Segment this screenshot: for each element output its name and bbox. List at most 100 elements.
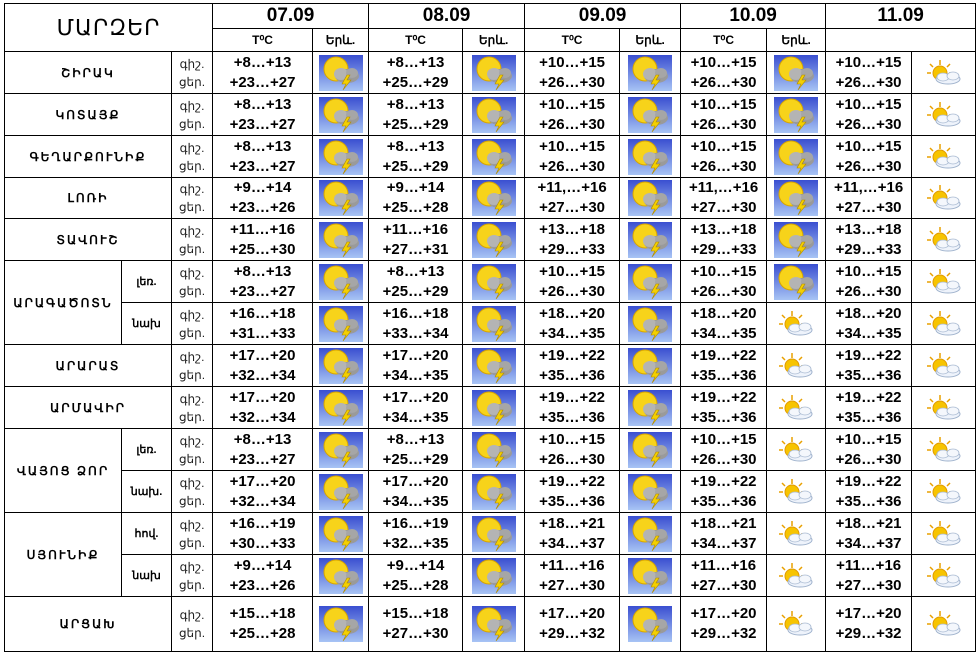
- night-temp: +11,…+16: [688, 179, 759, 196]
- weather-icon-cell: [312, 428, 370, 471]
- day-label: ցեր.: [178, 325, 206, 340]
- yerevan-column-header: Երև.: [312, 28, 370, 52]
- day-temp: +27…+31: [382, 240, 449, 258]
- day-temp: +33…+34: [382, 324, 449, 342]
- weather-icon-cell: [462, 51, 526, 94]
- night-temp: +16…+19: [382, 514, 449, 532]
- day-temp: +25…+29: [382, 115, 449, 133]
- table-row: ԿՈՏԱՅՔ գիշ. ցեր. +8…+13 +23…+27 +8…+13 +25…+29…: [4, 93, 977, 136]
- day-label: ցեր.: [178, 74, 206, 89]
- night-temp: +8…+13: [386, 430, 445, 448]
- date-header: 08.09: [368, 3, 526, 29]
- weather-icon-cell: [462, 512, 526, 555]
- thunderstorm-icon: [318, 515, 363, 552]
- night-label: գիշ.: [179, 56, 205, 71]
- day-temp: +35…+36: [835, 366, 902, 384]
- thunderstorm-icon: [471, 96, 516, 133]
- table-row: ԼՈՌԻ գիշ. ցեր. +9…+14 +23…+26 +9…+14 +25…+28 +1…: [4, 177, 977, 219]
- partly-cloudy-icon: [926, 478, 961, 503]
- temperature-cell: +8…+13 +23…+27: [212, 428, 314, 471]
- temperature-cell: +17…+20 +34…+35: [368, 386, 464, 429]
- temperature-cell: +8…+13 +25…+29: [368, 51, 464, 94]
- region-name: ԱՐԱՐԱՏ: [4, 344, 172, 387]
- night-temp: +18…+21: [539, 514, 605, 532]
- weather-icon-cell: [911, 512, 977, 555]
- day-temp: +23…+27: [229, 73, 296, 91]
- night-temp: +10…+15: [690, 262, 757, 280]
- day-temp: +23…+27: [229, 157, 296, 175]
- temperature-cell: +9…+14 +23…+26: [212, 554, 314, 597]
- weather-icon-cell: [766, 344, 827, 387]
- night-temp: +10…+15: [539, 262, 605, 280]
- weather-icon-cell: [766, 302, 827, 345]
- day-temp: +23…+27: [229, 115, 296, 133]
- temperature-cell: +11,…+16 +27…+30: [680, 177, 768, 219]
- night-temp: +17…+20: [835, 605, 902, 622]
- night-temp: +10…+15: [835, 95, 902, 113]
- date-header: 10.09: [680, 3, 827, 29]
- temperature-cell: +19…+22 +35…+36: [680, 386, 768, 429]
- day-temp: +25…+28: [382, 199, 449, 216]
- night-label: գիշ.: [179, 475, 205, 490]
- thunderstorm-icon: [471, 305, 516, 342]
- night-temp: +13…+18: [539, 220, 605, 238]
- partly-cloudy-icon: [926, 143, 961, 168]
- time-of-day-labels: գիշ. ցեր.: [170, 344, 214, 387]
- temperature-cell: +10…+15 +26…+30: [680, 93, 768, 136]
- day-temp: +26…+30: [539, 115, 605, 133]
- partly-cloudy-icon: [779, 478, 813, 503]
- weather-icon-cell: [911, 51, 977, 94]
- table-row: նախ գիշ. ցեր. +16…+18 +31…+33 +16…+18 +33…+34 +…: [5, 302, 977, 345]
- weather-icon-cell: [312, 554, 370, 597]
- weather-icon-cell: [312, 344, 370, 387]
- thunderstorm-icon: [628, 54, 673, 91]
- night-label: գիշ.: [179, 98, 205, 113]
- thunderstorm-icon: [628, 263, 673, 300]
- partly-cloudy-icon: [926, 101, 961, 126]
- day-temp: +35…+36: [690, 492, 757, 510]
- thunderstorm-icon: [471, 389, 516, 426]
- night-label: գիշ.: [179, 391, 205, 406]
- weather-icon-cell: [911, 177, 977, 219]
- temp-column-header: T⁰C: [680, 28, 768, 52]
- time-of-day-labels: գիշ. ցեր.: [170, 93, 214, 136]
- thunderstorm-icon: [471, 473, 516, 510]
- weather-icon-cell: [766, 135, 827, 178]
- weather-icon-cell: [766, 93, 827, 136]
- night-temp: +11…+16: [230, 220, 296, 238]
- day-temp: +34…+35: [382, 366, 449, 384]
- thunderstorm-icon: [471, 180, 516, 216]
- region-name: ԱՐՑԱԽ: [4, 596, 172, 652]
- day-label: ցեր.: [178, 241, 206, 256]
- table-row: ՏԱՎՈՒՇ գիշ. ցեր. +11…+16 +25…+30 +11…+16 +27…+…: [4, 218, 977, 261]
- day-temp: +34…+35: [835, 324, 902, 342]
- subzone-label: նախ: [121, 554, 172, 597]
- day-temp: +23…+27: [229, 450, 296, 468]
- day-label: ցեր.: [178, 200, 206, 214]
- thunderstorm-icon: [318, 180, 363, 216]
- night-temp: +10…+15: [835, 53, 902, 71]
- temperature-cell: +10…+15 +26…+30: [825, 428, 913, 471]
- day-temp: +26…+30: [835, 73, 902, 91]
- forecast-body: ՇԻՐԱԿ գիշ. ցեր. +8…+13 +23…+27 +8…+13 +25…+29 +…: [4, 51, 977, 652]
- night-temp: +11…+16: [539, 556, 605, 574]
- night-temp: +10…+15: [539, 53, 605, 71]
- thunderstorm-icon: [318, 263, 363, 300]
- temperature-cell: +18…+21 +34…+37: [825, 512, 913, 555]
- weather-icon-cell: [462, 302, 526, 345]
- night-temp: +18…+21: [835, 514, 902, 532]
- weather-icon-cell: [766, 177, 827, 219]
- temperature-cell: +11,…+16 +27…+30: [825, 177, 913, 219]
- temperature-cell: +11…+16 +27…+30: [825, 554, 913, 597]
- day-temp: +25…+29: [382, 157, 449, 175]
- day-temp: +27…+30: [539, 199, 605, 216]
- night-temp: +19…+22: [690, 388, 757, 406]
- night-label: գիշ.: [179, 140, 205, 155]
- region-name: ԼՈՌԻ: [4, 177, 172, 219]
- temp-column-header: T⁰C: [368, 28, 464, 52]
- subzone-label: նախ: [121, 302, 172, 345]
- day-label: ցեր.: [178, 367, 206, 382]
- weather-icon-cell: [462, 93, 526, 136]
- temperature-cell: +9…+14 +25…+28: [368, 554, 464, 597]
- table-row: ՎԱՅՈՑ ՁՈՐ լեռ. գիշ. ցեր. +8…+13 +23…+27 +8…+13…: [4, 428, 977, 513]
